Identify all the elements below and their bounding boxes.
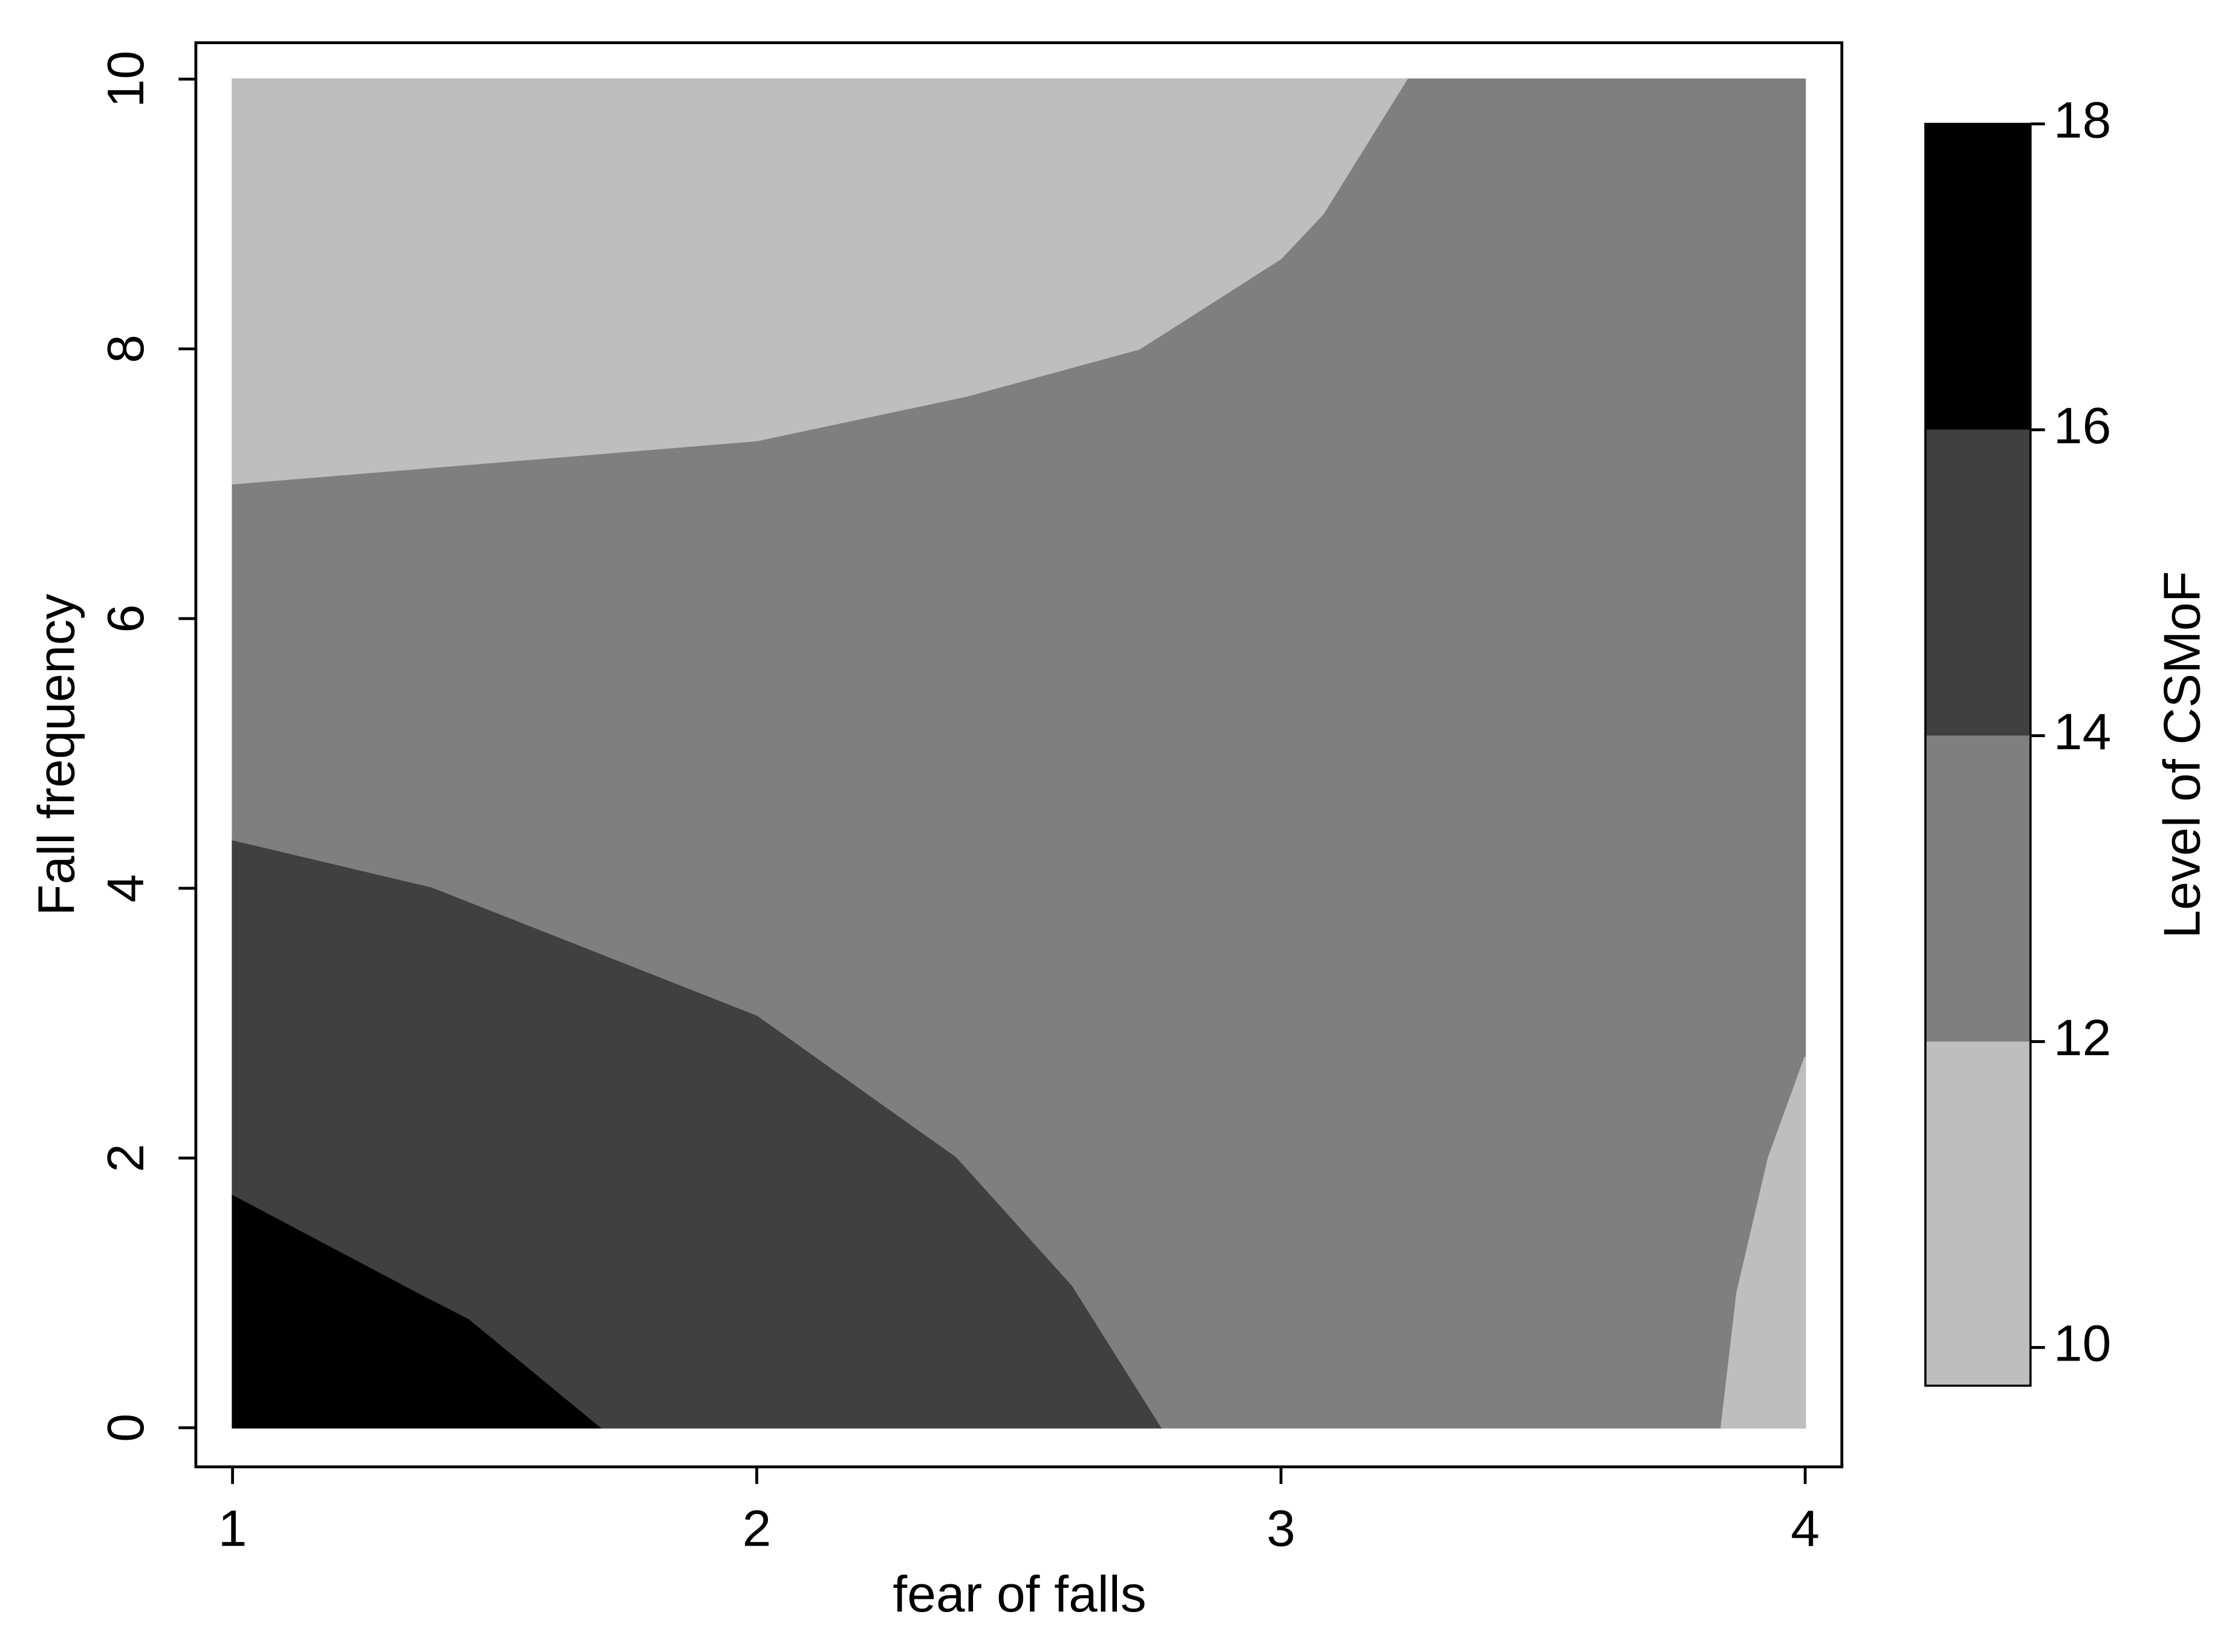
y-tick-label: 10 [97,51,155,108]
y-tick-label: 2 [97,1144,155,1172]
y-axis-label: Fall frequency [28,594,86,916]
y-tick-label: 0 [97,1414,155,1442]
plot-frame [194,41,1844,1469]
colorbar-band [1925,123,2031,430]
contour-region [232,78,1408,485]
colorbar-tick-label: 14 [2054,703,2111,760]
colorbar-frame [1924,123,2032,1387]
contour-region [1720,1056,1806,1429]
x-tick-label: 4 [1791,1500,1820,1557]
y-tick-label: 4 [97,874,155,902]
colorbar-band [1925,1041,2031,1386]
colorbar-label: Level of CSMoF [2153,571,2211,938]
colorbar-tick-label: 16 [2054,398,2111,455]
y-tick-label: 6 [97,604,155,633]
x-tick-label: 1 [218,1500,247,1557]
x-tick-label: 3 [1266,1500,1295,1557]
colorbar-tick-label: 18 [2054,92,2111,149]
colorbar-band [1925,735,2031,1042]
x-tick-label: 2 [743,1500,772,1557]
contour-region [232,1194,602,1429]
colorbar-tick-label: 10 [2054,1315,2111,1372]
y-tick-label: 8 [97,334,155,363]
colorbar-band [1925,429,2031,736]
colorbar-tick-label: 12 [2054,1009,2111,1066]
x-axis-label: fear of falls [893,1566,1146,1622]
